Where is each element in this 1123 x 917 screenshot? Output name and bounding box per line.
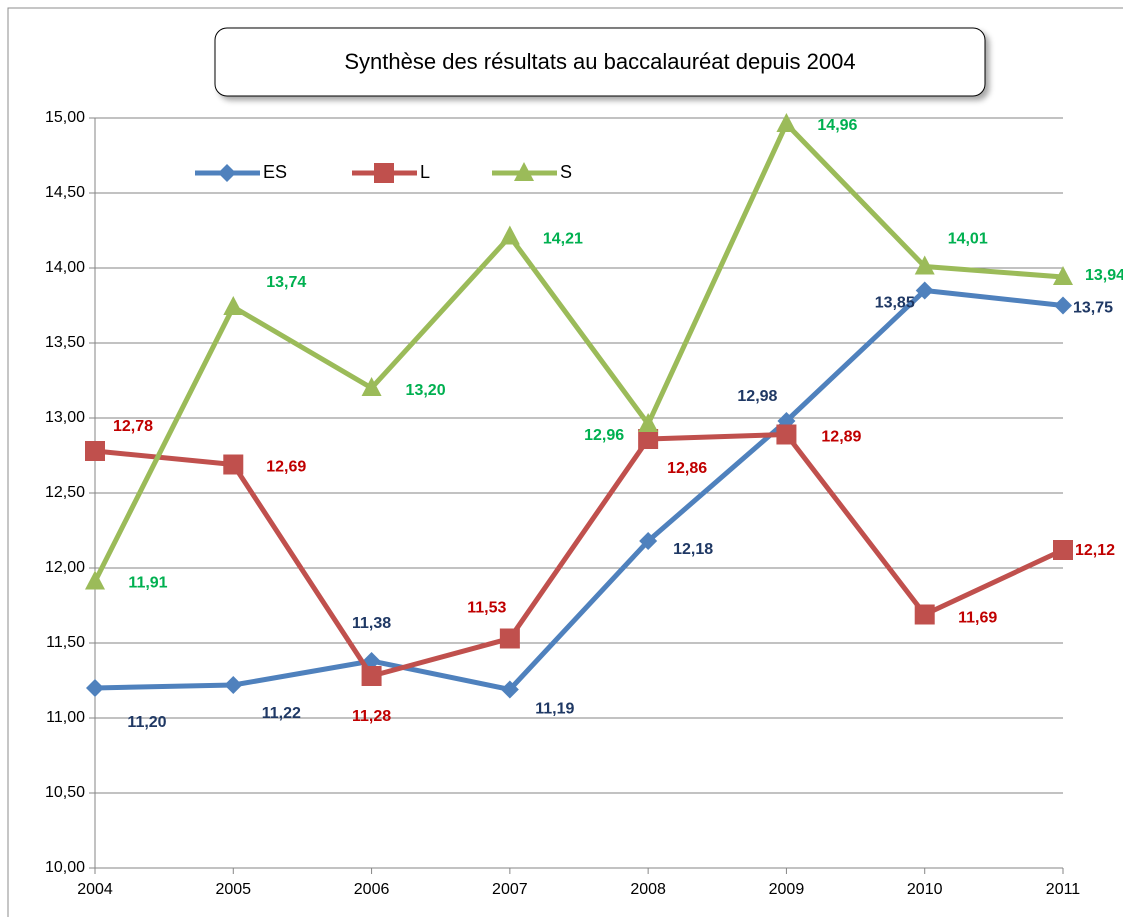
y-tick-label: 14,50: [45, 184, 85, 201]
value-label: 11,53: [467, 600, 506, 617]
point: [639, 532, 658, 550]
point: [638, 413, 659, 432]
value-label: 12,86: [667, 460, 707, 477]
point: [85, 570, 105, 590]
legend-marker: [514, 162, 534, 181]
point: [223, 296, 244, 315]
point: [223, 454, 244, 475]
point: [776, 424, 797, 445]
value-label: 12,96: [584, 427, 624, 444]
value-label: 13,74: [266, 274, 306, 291]
point: [1053, 540, 1073, 560]
y-tick-label: 10,00: [45, 859, 85, 876]
value-label: 12,98: [737, 388, 777, 405]
x-tick-label: 2010: [907, 881, 943, 898]
point: [86, 679, 104, 697]
value-label: 13,20: [406, 382, 446, 399]
value-label: 12,69: [266, 459, 306, 476]
series-line: [94, 288, 1064, 692]
y-tick-label: 13,50: [45, 334, 85, 351]
y-tick-label: 11,00: [46, 709, 85, 726]
point: [1053, 266, 1073, 285]
point: [1054, 296, 1072, 315]
x-tick-label: 2004: [77, 881, 113, 898]
value-label: 14,01: [948, 231, 988, 248]
x-tick-label: 2011: [1046, 881, 1081, 898]
value-label: 11,69: [958, 610, 997, 627]
series-line: [92, 121, 1064, 583]
value-label: 12,12: [1075, 542, 1115, 559]
y-tick-label: 13,00: [45, 409, 85, 426]
point: [638, 429, 659, 449]
legend-label: L: [420, 162, 430, 182]
value-label: 11,19: [535, 701, 574, 718]
y-tick-label: 12,00: [45, 559, 85, 576]
y-tick-label: 12,50: [45, 484, 85, 501]
chart-title: Synthèse des résultats au baccalauréat d…: [344, 49, 855, 74]
y-tick-label: 10,50: [45, 784, 85, 801]
value-label: 11,28: [352, 708, 391, 725]
y-tick-label: 15,00: [45, 109, 85, 126]
point: [776, 113, 797, 132]
x-tick-label: 2006: [354, 881, 390, 898]
value-label: 13,85: [875, 295, 915, 312]
value-label: 14,21: [543, 231, 583, 248]
point: [499, 225, 520, 245]
legend-marker: [218, 164, 236, 182]
value-label: 12,18: [673, 541, 713, 558]
value-label: 11,38: [352, 615, 391, 632]
legend-label: S: [560, 162, 572, 182]
value-label: 12,89: [821, 429, 861, 446]
point: [915, 281, 934, 300]
y-tick-label: 14,00: [45, 259, 85, 276]
value-label: 13,75: [1073, 300, 1113, 317]
legend-marker: [374, 163, 394, 183]
point: [499, 628, 520, 649]
x-tick-label: 2005: [215, 881, 251, 898]
chart-border: [7, 7, 1123, 917]
value-label: 13,94: [1085, 267, 1123, 284]
point: [914, 604, 935, 625]
value-label: 11,20: [127, 714, 166, 731]
value-label: 11,91: [128, 575, 167, 592]
title-box: [214, 27, 986, 97]
legend-label: ES: [263, 162, 287, 182]
series-line: [94, 432, 1065, 679]
point: [361, 377, 382, 396]
point: [224, 676, 243, 694]
x-tick-label: 2007: [492, 881, 528, 898]
value-label: 14,96: [817, 117, 857, 134]
value-label: 12,78: [113, 418, 153, 435]
point: [361, 666, 382, 686]
point: [500, 680, 519, 699]
y-tick-label: 11,50: [46, 634, 85, 651]
x-tick-label: 2009: [769, 881, 805, 898]
x-tick-label: 2008: [630, 881, 666, 898]
point: [914, 255, 935, 275]
value-label: 11,22: [262, 705, 301, 722]
point: [85, 441, 105, 461]
